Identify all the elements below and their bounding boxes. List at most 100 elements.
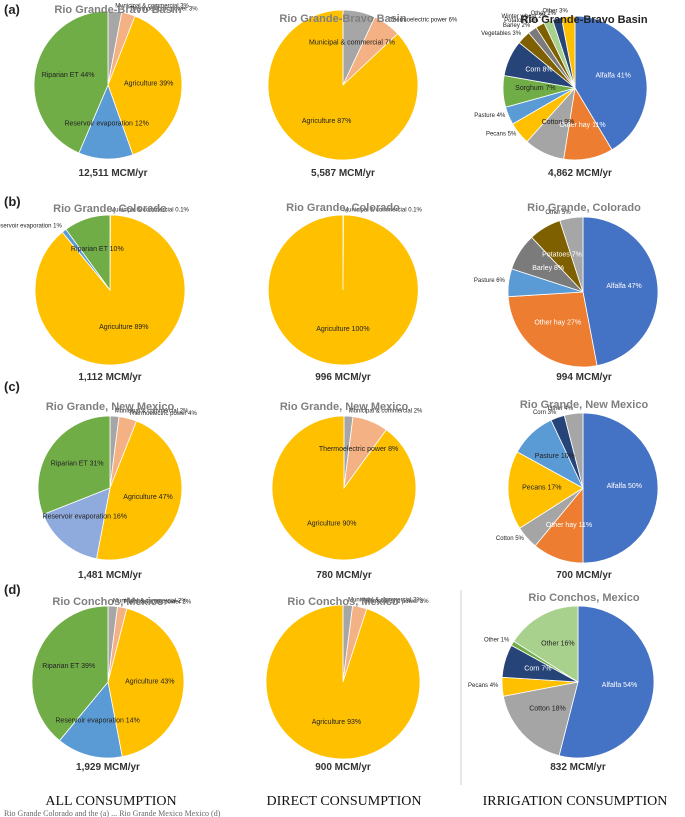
slice-label-c-direct-2: Agriculture 90% <box>307 521 356 528</box>
column-label-direct: DIRECT CONSUMPTION <box>267 794 422 809</box>
pie-total-d-direct: 900 MCM/yr <box>315 762 371 773</box>
pie-slice-c-all-2 <box>96 420 183 561</box>
slice-label-c-irrigation-0: Alfalfa 50% <box>607 483 642 490</box>
pie-slice-d-direct-2 <box>265 604 421 760</box>
slice-label-a-irrigation-9: Potatoes 2% <box>504 18 539 24</box>
slice-label-d-all-3: Reservoir evaporation 14% <box>55 718 139 725</box>
slice-label-d-all-0: Municipal & commercial 2% <box>113 598 187 604</box>
pie-slice-d-all-2 <box>107 607 185 758</box>
slice-label-a-all-3: Reservoir evaporation 12% <box>64 121 148 128</box>
pie-slice-c-irrigation-0 <box>582 412 659 564</box>
pie-slice-d-all-4 <box>31 605 109 742</box>
pie-title-c-all: Rio Grande, New Mexico <box>46 401 175 413</box>
pie-slice-a-irrigation-12 <box>560 15 576 89</box>
pie-slice-d-all-3 <box>58 681 123 759</box>
row-label-d: (d) <box>4 582 21 597</box>
row-label-b: (b) <box>4 194 21 209</box>
slice-label-a-direct-2: Agriculture 87% <box>302 118 351 125</box>
pie-total-c-irrigation: 700 MCM/yr <box>556 570 612 581</box>
slice-label-b-irrigation-4: Potatoes 7% <box>542 252 582 259</box>
pie-slice-b-direct-1 <box>267 214 419 366</box>
slice-label-b-irrigation-5: Other 5% <box>545 210 571 216</box>
slice-label-a-irrigation-1: Other hay 11% <box>559 122 605 129</box>
slice-label-d-irrigation-2: Pecans 4% <box>468 683 499 689</box>
slice-label-b-all-2: Reservoir evaporation 1% <box>0 224 62 230</box>
pie-slice-c-all-3 <box>42 487 111 560</box>
slice-label-c-direct-0: Municipal & commercial 2% <box>349 409 423 415</box>
slice-label-c-all-2: Agriculture 47% <box>123 494 172 501</box>
pie-title-d-irrigation: Rio Conchos, Mexico <box>528 592 640 604</box>
slice-label-a-all-4: Riparian ET 44% <box>42 72 95 79</box>
pie-total-b-all: 1,112 MCM/yr <box>78 372 141 383</box>
slice-label-c-irrigation-4: Pasture 10% <box>535 453 575 460</box>
pie-title-d-all: Rio Conchos, Mexico <box>52 596 164 608</box>
pie-total-b-irrigation: 994 MCM/yr <box>556 372 612 383</box>
slice-label-a-all-2: Agriculture 39% <box>124 81 173 88</box>
slice-label-b-irrigation-0: Alfalfa 47% <box>606 283 641 290</box>
slice-label-a-all-1: Thermoelectric power 3% <box>130 6 199 12</box>
slice-label-b-irrigation-3: Barley 8% <box>532 265 564 272</box>
pie-title-b-direct: Rio Grande, Colorado <box>286 202 400 214</box>
pie-slice-b-irrigation-5 <box>559 216 584 293</box>
pie-title-a-all: Rio Grande-Bravo Basin <box>54 4 181 16</box>
slice-label-a-all-0: Municipal & commercial 3% <box>115 4 189 10</box>
pie-slice-a-all-4 <box>33 10 109 154</box>
pie-slice-d-irrigation-5 <box>513 605 579 683</box>
row-label-c: (c) <box>4 379 20 394</box>
column-label-all: ALL CONSUMPTION <box>45 794 176 809</box>
slice-label-a-irrigation-2: Cotton 9% <box>542 119 575 126</box>
slice-label-c-irrigation-3: Pecans 17% <box>522 484 561 491</box>
slice-label-a-irrigation-4: Pasture 4% <box>474 113 506 119</box>
slice-label-c-irrigation-5: Corn 3% <box>533 410 557 416</box>
slice-label-d-irrigation-1: Cotton 18% <box>529 706 566 713</box>
slice-label-c-all-4: Riparian ET 31% <box>51 461 104 468</box>
slice-label-d-all-1: Thermoelectric power 2% <box>123 600 192 606</box>
slice-label-c-irrigation-1: Other hay 11% <box>546 522 592 529</box>
pie-title-c-irrigation: Rio Grande, New Mexico <box>520 399 649 411</box>
slice-label-d-direct-0: Municipal & commercial 2% <box>348 597 422 603</box>
slice-label-d-direct-2: Agriculture 93% <box>312 719 361 726</box>
pie-slice-c-all-4 <box>37 415 111 516</box>
pie-title-b-irrigation: Rio Grande, Colorado <box>527 202 641 214</box>
pie-title-b-all: Rio Grande, Colorado <box>53 203 167 215</box>
slice-label-a-irrigation-0: Alfalfa 41% <box>595 72 630 79</box>
pie-slice-c-irrigation-3 <box>507 451 584 529</box>
pie-title-a-irrigation: Rio Grande-Bravo Basin <box>520 14 647 26</box>
row-label-a: (a) <box>4 2 20 17</box>
pie-slice-c-direct-2 <box>271 415 417 561</box>
slice-label-d-irrigation-4: Other 1% <box>484 637 510 643</box>
slice-label-b-all-0: Municipal & commercial 0.1% <box>110 207 189 213</box>
slice-label-b-irrigation-2: Pasture 6% <box>474 278 506 284</box>
slice-label-c-irrigation-6: Other 4% <box>548 406 574 412</box>
pie-slice-a-all-2 <box>107 15 183 156</box>
pie-slice-d-irrigation-0 <box>558 605 655 759</box>
slice-label-b-all-1: Agriculture 89% <box>99 324 148 331</box>
column-label-irrigation: IRRIGATION CONSUMPTION <box>483 794 668 809</box>
slice-label-a-irrigation-8: Barley 2% <box>503 23 531 29</box>
slice-label-a-irrigation-6: Corn 8% <box>525 67 552 74</box>
slice-label-a-irrigation-5: Sorghum 7% <box>515 85 555 92</box>
pie-title-a-direct: Rio Grande-Bravo Basin <box>279 13 406 25</box>
slice-label-d-direct-1: Thermoelectric power 3% <box>361 599 430 605</box>
slice-label-c-direct-1: Thermoelectric power 8% <box>319 446 398 453</box>
slice-label-d-irrigation-3: Corn 7% <box>524 665 551 672</box>
slice-label-d-all-4: Riparian ET 39% <box>42 663 95 670</box>
pie-slice-d-irrigation-1 <box>502 681 579 757</box>
pie-total-b-direct: 996 MCM/yr <box>315 372 371 383</box>
slice-label-a-irrigation-10: Winter wheat 2% <box>502 14 548 20</box>
pie-total-a-irrigation: 4,862 MCM/yr <box>548 168 612 179</box>
pie-total-d-irrigation: 832 MCM/yr <box>550 762 606 773</box>
slice-label-b-irrigation-1: Other hay 27% <box>534 320 581 327</box>
caption-fragment: Rio Grande Colorado and the (a) ... Rio … <box>4 809 221 817</box>
slice-label-a-direct-0: Municipal & commercial 7% <box>309 40 395 47</box>
slice-label-b-direct-0: Municipal & commercial 0.1% <box>343 207 422 213</box>
pie-title-d-direct: Rio Conchos, Mexico <box>287 596 399 608</box>
slice-label-a-irrigation-3: Pecans 5% <box>486 132 517 138</box>
slice-label-c-irrigation-2: Cotton 5% <box>496 536 525 542</box>
slice-label-d-irrigation-0: Alfalfa 54% <box>602 682 637 689</box>
slice-label-d-irrigation-5: Other 16% <box>541 640 574 647</box>
slice-label-b-all-3: Riparian ET 10% <box>71 246 124 253</box>
pie-total-c-all: 1,481 MCM/yr <box>78 570 142 581</box>
slice-label-c-all-1: Thermoelectric power 4% <box>129 411 198 417</box>
